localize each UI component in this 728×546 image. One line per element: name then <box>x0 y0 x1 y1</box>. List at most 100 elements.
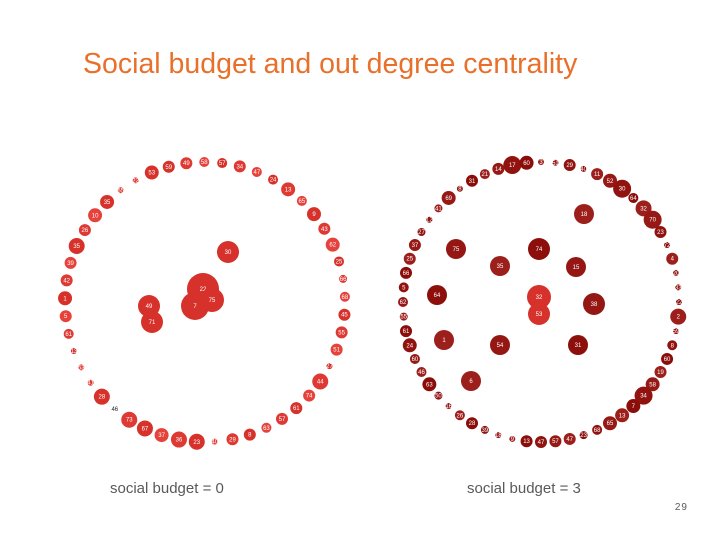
node-circle <box>466 174 478 187</box>
node-label: 13 <box>523 439 530 445</box>
node-label: 16 <box>445 404 452 410</box>
node-circle <box>296 195 307 206</box>
node-circle <box>276 412 289 425</box>
node-circle <box>325 237 340 252</box>
ring-node: 23 <box>579 431 588 440</box>
ring-node: 34 <box>233 160 246 173</box>
ring-node: 47 <box>535 436 547 448</box>
ring-node: 55 <box>399 312 408 321</box>
node-circle <box>87 379 94 386</box>
node-circle <box>170 431 187 448</box>
node-label: 47 <box>538 440 545 446</box>
node-circle <box>672 328 679 335</box>
node-label: 23 <box>580 433 587 439</box>
ring-node: 66 <box>339 274 348 283</box>
node-label: 31 <box>469 179 476 185</box>
ring-node: 4 <box>666 252 679 265</box>
ring-node: 66 <box>400 266 413 279</box>
ring-node: 7 <box>626 399 641 414</box>
ring-node: 63 <box>261 422 272 433</box>
node-circle <box>261 422 272 433</box>
node-label: 65 <box>607 421 614 427</box>
node-label: 36 <box>176 438 183 444</box>
node-label: 57 <box>279 417 286 423</box>
node-circle <box>503 156 522 175</box>
node-circle <box>456 185 463 192</box>
inner-node: 30 <box>217 241 239 263</box>
node-circle <box>535 436 547 448</box>
slide-title: Social budget and out degree centrality <box>83 48 578 80</box>
inner-node: 75 <box>200 288 224 312</box>
node-label: 53 <box>148 171 155 177</box>
ring-node: 58 <box>199 157 210 168</box>
ring-node: 40 <box>580 165 588 173</box>
node-label: 15 <box>573 265 580 271</box>
inner-node: 35 <box>490 256 510 276</box>
ring-node: 34 <box>634 386 653 405</box>
node-label: 43 <box>321 227 328 233</box>
node-circle <box>144 165 159 180</box>
ring-node: 41 <box>434 204 443 213</box>
node-label: 73 <box>126 418 133 424</box>
ring-node: 26 <box>78 224 91 237</box>
ring-node: 40 <box>211 438 219 446</box>
node-circle <box>121 411 138 428</box>
node-circle <box>78 224 91 237</box>
node-label: 2 <box>677 315 681 321</box>
node-label: 33 <box>675 285 682 291</box>
node-circle <box>480 425 489 434</box>
node-label: 69 <box>445 196 452 202</box>
ring-node: 58 <box>645 377 660 392</box>
node-label: 62 <box>400 300 407 306</box>
node-label: 26 <box>82 228 89 234</box>
node-label: 61 <box>403 329 410 335</box>
ring-node: 65 <box>117 187 125 194</box>
node-circle <box>78 364 85 371</box>
node-label: 24 <box>270 178 277 184</box>
node-circle <box>63 328 74 339</box>
node-label: 46 <box>418 370 425 376</box>
node-label: 35 <box>497 264 504 270</box>
node-circle <box>583 293 605 315</box>
ring-node: 9 <box>306 207 321 222</box>
node-circle <box>409 353 420 364</box>
ring-node: 23 <box>654 226 667 238</box>
node-label: 22 <box>676 300 683 306</box>
ring-node: 60 <box>661 352 674 365</box>
node-label: 21 <box>482 172 489 178</box>
ring-node: 31 <box>466 174 478 187</box>
ring-node: 37 <box>154 428 169 443</box>
ring-node: 68 <box>592 424 603 435</box>
ring-node: 13 <box>615 408 630 423</box>
network-budget-3: 3 51 2940115230643270237242033222598601958… <box>398 155 687 448</box>
node-circle <box>226 433 239 446</box>
node-label: 55 <box>400 315 407 321</box>
node-circle <box>268 174 279 185</box>
node-label: 61 <box>65 332 72 338</box>
ring-node: 29 <box>563 159 576 172</box>
page-number: 29 <box>674 502 688 513</box>
node-label: 18 <box>581 212 588 218</box>
ring-node: 18 <box>495 432 502 439</box>
node-label: 11 <box>594 172 601 178</box>
node-label: 4 <box>671 257 675 263</box>
node-label: 54 <box>497 343 504 349</box>
ring-node: 27 <box>326 363 333 370</box>
ring-node: 19 <box>654 366 667 378</box>
node-circle <box>312 373 329 390</box>
node-circle <box>400 325 413 338</box>
ring-node: 68 <box>339 291 350 302</box>
inner-node: 18 <box>574 204 594 224</box>
inner-node: 71 <box>141 311 163 333</box>
ring-node: 35 <box>68 238 85 255</box>
node-circle <box>68 238 85 255</box>
node-circle <box>217 241 239 263</box>
node-label: 22 <box>200 287 207 293</box>
node-circle <box>615 408 630 423</box>
node-label: 7 <box>632 404 636 410</box>
ring-node: 8 <box>456 185 463 193</box>
ring-node: 35 <box>100 194 115 209</box>
node-circle <box>490 256 510 276</box>
node-label: 59 <box>673 329 680 335</box>
